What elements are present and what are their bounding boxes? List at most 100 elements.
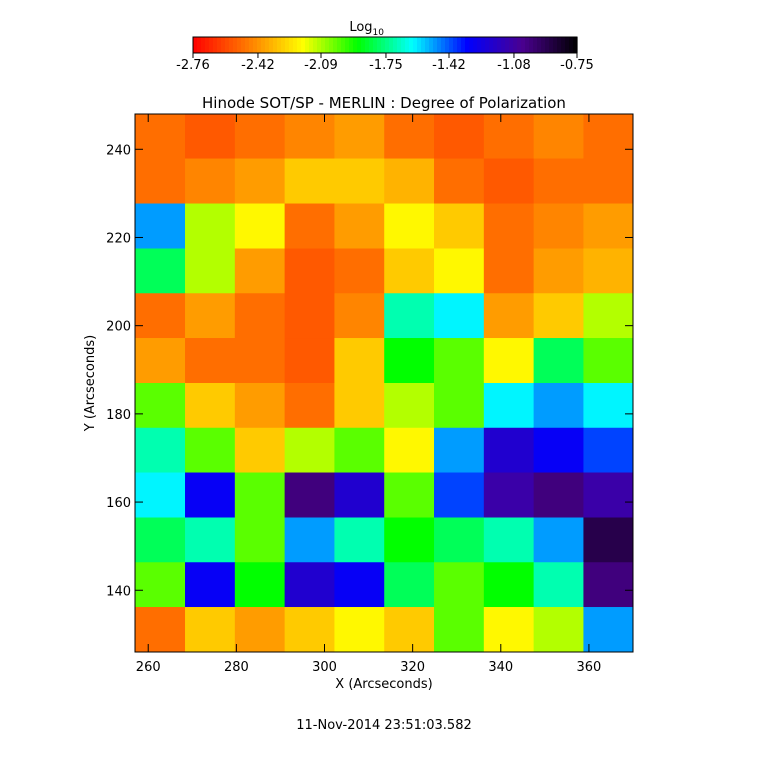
colorbar-segment — [497, 37, 502, 53]
colorbar-segment — [269, 37, 274, 53]
heatmap-cell — [583, 293, 634, 339]
colorbar-segment — [541, 37, 546, 53]
heatmap-cell — [284, 472, 335, 518]
colorbar-segment — [489, 37, 494, 53]
colorbar-segment — [233, 37, 238, 53]
x-tick-label: 360 — [577, 660, 602, 675]
colorbar-segment — [509, 37, 514, 53]
colorbar-segment — [469, 37, 474, 53]
heatmap-cell — [185, 293, 236, 339]
colorbar-segment — [481, 37, 486, 53]
colorbar-segment — [225, 37, 230, 53]
colorbar-segment — [293, 37, 298, 53]
x-axis-label: X (Arcseconds) — [335, 677, 432, 692]
heatmap-cell — [483, 293, 535, 339]
colorbar-segment — [229, 37, 234, 53]
heatmap-cell — [434, 427, 485, 474]
colorbar-segment — [401, 37, 406, 53]
colorbar-segment — [477, 37, 482, 53]
heatmap-cell — [483, 472, 535, 518]
heatmap-cell — [533, 158, 584, 205]
heatmap-cell — [185, 203, 236, 249]
colorbar-segment — [365, 37, 370, 53]
y-tick-label: 140 — [106, 584, 131, 599]
colorbar-segment — [241, 37, 246, 53]
y-tick-label: 160 — [106, 496, 131, 511]
colorbar-segment — [249, 37, 254, 53]
colorbar-segment — [237, 37, 242, 53]
heatmap-cell — [334, 293, 385, 339]
heatmap-cell — [334, 338, 385, 384]
heatmap-cell — [185, 158, 236, 205]
colorbar-segment — [357, 37, 362, 53]
heatmap-cell — [284, 158, 335, 205]
y-tick-label: 200 — [106, 320, 131, 335]
heatmap-cell — [384, 472, 435, 518]
colorbar-segment — [505, 37, 510, 53]
heatmap-cell — [384, 562, 435, 608]
colorbar-segment — [329, 37, 334, 53]
colorbar-segment — [521, 37, 526, 53]
colorbar-segment — [397, 37, 402, 53]
heatmap-cell — [185, 562, 236, 608]
colorbar-segment — [549, 37, 554, 53]
heatmap-cell — [284, 427, 335, 474]
colorbar-tick-label: -2.42 — [241, 58, 275, 73]
colorbar-segment — [493, 37, 498, 53]
heatmap-cell — [185, 383, 236, 429]
heatmap-cell — [334, 517, 385, 563]
colorbar-segment — [449, 37, 454, 53]
colorbar-segment — [513, 37, 518, 53]
colorbar-segment — [245, 37, 250, 53]
colorbar-segment — [317, 37, 322, 53]
heatmap-cell — [583, 517, 634, 563]
colorbar-segment — [569, 37, 574, 53]
heatmap-cell — [483, 158, 535, 205]
colorbar-segment — [565, 37, 570, 53]
chart-title: Hinode SOT/SP - MERLIN : Degree of Polar… — [202, 94, 566, 112]
heatmap-cell — [583, 114, 634, 160]
heatmap-cell — [434, 338, 485, 384]
colorbar-segment — [301, 37, 306, 53]
colorbar-segment — [529, 37, 534, 53]
heatmap-cell — [583, 472, 634, 518]
colorbar-segment — [377, 37, 382, 53]
colorbar-segment — [453, 37, 458, 53]
heatmap-cell — [234, 427, 286, 474]
heatmap-cell — [185, 248, 236, 294]
heatmap-cell — [234, 114, 286, 160]
colorbar-tick-label: -2.76 — [176, 58, 210, 73]
heatmap-cell — [234, 607, 286, 653]
colorbar-segment — [429, 37, 434, 53]
colorbar-segment — [253, 37, 258, 53]
heatmap-cell — [483, 203, 535, 249]
heatmap-cell — [384, 293, 435, 339]
heatmap-cell — [583, 248, 634, 294]
heatmap-cell — [234, 562, 286, 608]
colorbar-segment — [213, 37, 218, 53]
colorbar-segment — [333, 37, 338, 53]
heatmap-cell — [533, 607, 584, 653]
heatmap-cell — [135, 472, 186, 518]
heatmap-cell — [533, 338, 584, 384]
colorbar-segment — [433, 37, 438, 53]
y-tick-label: 240 — [106, 143, 131, 158]
colorbar-segment — [501, 37, 506, 53]
heatmap-cell — [583, 607, 634, 653]
heatmap-cell — [434, 203, 485, 249]
colorbar-segment — [473, 37, 478, 53]
colorbar-segment — [285, 37, 290, 53]
heatmap-cell — [135, 338, 186, 384]
colorbar-segment — [381, 37, 386, 53]
heatmap-cell — [185, 517, 236, 563]
heatmap-cell — [384, 427, 435, 474]
colorbar-segment — [457, 37, 462, 53]
heatmap-cell — [384, 383, 435, 429]
colorbar-segment — [261, 37, 266, 53]
heatmap-cell — [234, 248, 286, 294]
heatmap-cell — [533, 517, 584, 563]
colorbar-segment — [557, 37, 562, 53]
heatmap-cell — [334, 114, 385, 160]
colorbar-tick-label: -1.08 — [497, 58, 531, 73]
colorbar-segment — [289, 37, 294, 53]
